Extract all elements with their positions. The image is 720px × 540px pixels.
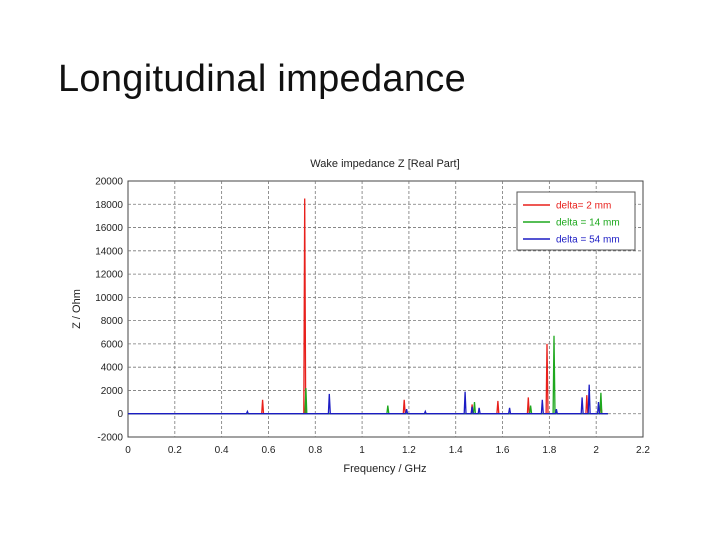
x-tick-label: 1.6	[496, 445, 510, 456]
legend-label: delta= 2 mm	[556, 201, 611, 212]
legend-label: delta = 54 mm	[556, 235, 620, 246]
y-tick-label: 10000	[95, 293, 123, 304]
y-tick-label: 6000	[101, 339, 124, 350]
x-tick-label: 1	[359, 445, 365, 456]
series-line-3	[128, 384, 608, 415]
x-axis-label: Frequency / GHz	[343, 463, 426, 475]
x-tick-label: 0	[125, 445, 131, 456]
legend: delta= 2 mm delta = 14 mm delta = 54 mm	[516, 191, 636, 251]
y-axis-label: Z / Ohm	[71, 289, 83, 329]
x-tick-label: 0.2	[168, 445, 182, 456]
x-tick-label: 2	[593, 445, 599, 456]
x-tick-label: 1.8	[542, 445, 556, 456]
y-tick-label: 14000	[95, 246, 123, 257]
x-tick-label: 0.4	[215, 445, 229, 456]
y-tick-label: 20000	[95, 177, 123, 188]
y-tick-labels: -2000 0 2000 4000 6000 8000 10000 12000 14000 160…	[95, 177, 123, 444]
legend-label: delta = 14 mm	[556, 218, 620, 229]
x-tick-label: 1.2	[402, 445, 416, 456]
y-tick-label: 16000	[95, 223, 123, 234]
y-tick-label: 4000	[101, 363, 124, 374]
series-line-1	[128, 198, 608, 415]
slide-title: Longitudinal impedance	[58, 58, 467, 100]
legend-box	[516, 191, 636, 251]
chart-title: Wake impedance Z [Real Part]	[310, 158, 459, 170]
series-lines	[128, 198, 608, 415]
x-tick-label: 1.4	[449, 445, 463, 456]
y-tick-label: 12000	[95, 270, 123, 281]
y-tick-label: -2000	[97, 433, 123, 444]
x-tick-label: 2.2	[636, 445, 650, 456]
x-tick-label: 0.6	[262, 445, 276, 456]
x-tick-label: 0.8	[308, 445, 322, 456]
y-tick-label: 2000	[101, 386, 124, 397]
y-tick-label: 8000	[101, 316, 124, 327]
y-tick-label: 0	[117, 409, 123, 420]
x-tick-labels: 0 0.2 0.4 0.6 0.8 1 1.2 1.4 1.6 1.8 2 2.2	[125, 445, 650, 456]
y-tick-label: 18000	[95, 200, 123, 211]
